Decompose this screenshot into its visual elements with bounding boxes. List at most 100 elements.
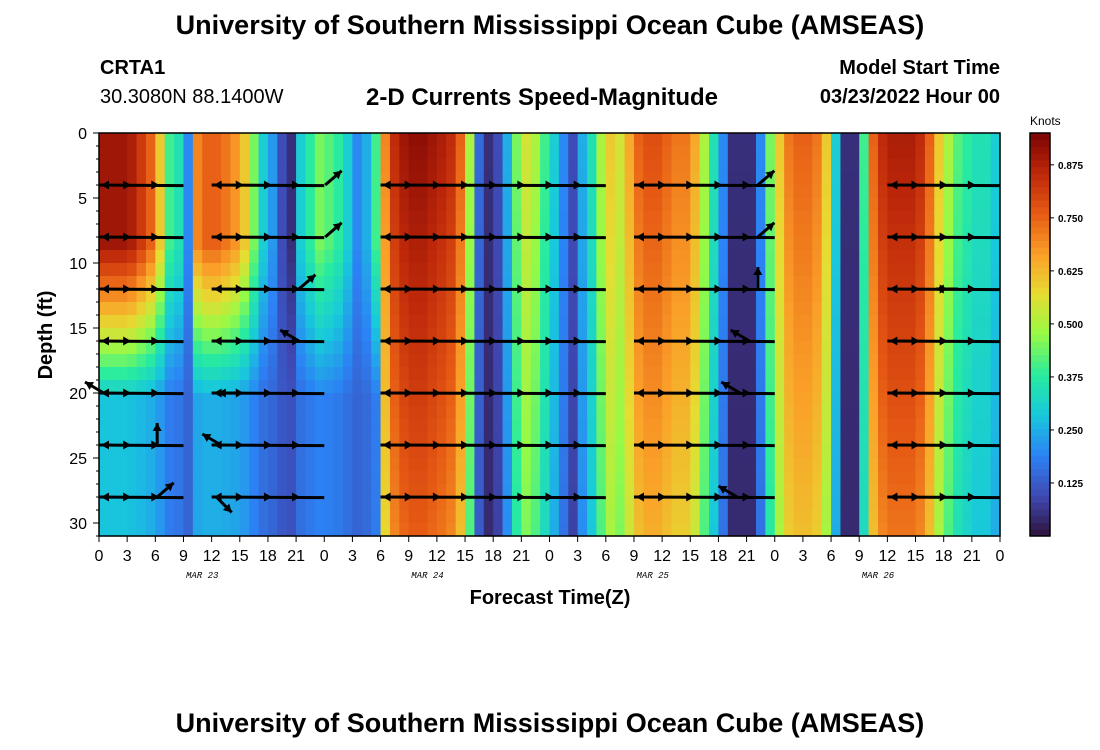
heatmap-cell <box>155 250 166 264</box>
heatmap-cell <box>155 172 166 186</box>
heatmap-cell <box>249 224 260 238</box>
heatmap-cell <box>934 328 945 342</box>
heatmap-cell <box>371 341 382 355</box>
heatmap-cell <box>859 146 870 160</box>
heatmap-cell <box>305 458 316 472</box>
heatmap-cell <box>230 419 241 433</box>
x-tick-label: 12 <box>428 548 446 565</box>
heatmap-cell <box>352 406 363 420</box>
heatmap-cell <box>643 419 654 433</box>
heatmap-cell <box>446 250 457 264</box>
x-tick-label: 18 <box>484 548 502 565</box>
heatmap-cell <box>239 458 250 472</box>
heatmap-cell <box>258 315 269 329</box>
heatmap-cell <box>680 302 691 316</box>
vector-arrowhead <box>545 180 554 190</box>
heatmap-cell <box>971 185 982 199</box>
heatmap-cell <box>662 458 673 472</box>
heatmap-cell <box>840 393 851 407</box>
heatmap-cell <box>446 458 457 472</box>
heatmap-cell <box>305 198 316 212</box>
heatmap-cell <box>746 432 757 446</box>
heatmap-cell <box>774 471 785 485</box>
heatmap-cell <box>155 159 166 173</box>
heatmap-cell <box>408 458 419 472</box>
heatmap-cell <box>202 341 213 355</box>
heatmap-cell <box>549 380 560 394</box>
heatmap-cell <box>267 315 278 329</box>
heatmap-cell <box>568 211 579 225</box>
heatmap-cell <box>389 419 400 433</box>
heatmap-cell <box>624 523 635 537</box>
heatmap-cell <box>962 133 973 147</box>
heatmap-cell <box>174 237 185 251</box>
heatmap-cell <box>258 432 269 446</box>
heatmap-cell <box>192 380 203 394</box>
heatmap-cell <box>990 146 1001 160</box>
heatmap-cell <box>709 497 720 511</box>
heatmap-cell <box>652 367 663 381</box>
heatmap-cell <box>521 510 532 524</box>
heatmap-cell <box>793 458 804 472</box>
heatmap-cell <box>709 328 720 342</box>
heatmap-cell <box>258 159 269 173</box>
heatmap-cell <box>380 185 391 199</box>
heatmap-cell <box>821 419 832 433</box>
heatmap-cell <box>343 185 354 199</box>
heatmap-cell <box>652 315 663 329</box>
heatmap-cell <box>981 523 992 537</box>
heatmap-cell <box>568 328 579 342</box>
x-date-label: MAR 24 <box>411 571 443 581</box>
heatmap-cell <box>662 263 673 277</box>
heatmap-cell <box>239 510 250 524</box>
heatmap-cell <box>474 484 485 498</box>
heatmap-cell <box>558 328 569 342</box>
heatmap-cell <box>624 484 635 498</box>
heatmap-cell <box>821 458 832 472</box>
heatmap-cell <box>521 328 532 342</box>
heatmap-cell <box>258 510 269 524</box>
vector-arrowhead <box>939 336 948 346</box>
model-start-value: 03/23/2022 Hour 00 <box>819 86 1000 108</box>
heatmap-cell <box>99 289 109 303</box>
heatmap-cell <box>99 458 109 472</box>
heatmap-cell <box>877 250 888 264</box>
heatmap-cell <box>314 211 325 225</box>
heatmap-cell <box>943 276 954 290</box>
x-axis: 0 3 6 9 12 15 18 21 0 3 6 9 12 15 18 21 0 3 6 9 12 15 18 21 0 3 6 9… <box>95 536 1005 581</box>
heatmap-cell <box>615 263 626 277</box>
heatmap-cell <box>906 510 917 524</box>
heatmap-cell <box>615 198 626 212</box>
heatmap-cell <box>455 172 466 186</box>
vector-arrowhead <box>967 440 976 450</box>
heatmap-cell <box>896 367 907 381</box>
heatmap-cell <box>117 302 128 316</box>
heatmap-cell <box>108 406 119 420</box>
heatmap-cell <box>699 354 710 368</box>
heatmap-cell <box>399 185 410 199</box>
heatmap-cell <box>690 172 701 186</box>
heatmap-cell <box>258 172 269 186</box>
heatmap-cell <box>755 276 766 290</box>
heatmap-cell <box>877 367 888 381</box>
heatmap-cell <box>239 367 250 381</box>
heatmap-cell <box>615 328 626 342</box>
heatmap-cell <box>981 393 992 407</box>
heatmap-cell <box>427 198 438 212</box>
heatmap-cell <box>230 380 241 394</box>
heatmap-cell <box>896 523 907 537</box>
heatmap-cell <box>249 471 260 485</box>
heatmap-cell <box>371 159 382 173</box>
heatmap-cell <box>821 250 832 264</box>
heatmap-cell <box>324 458 335 472</box>
heatmap-cell <box>812 185 823 199</box>
heatmap-cell <box>530 458 541 472</box>
heatmap-cell <box>755 133 766 147</box>
heatmap-cell <box>399 393 410 407</box>
heatmap-cell <box>380 198 391 212</box>
heatmap-cell <box>389 250 400 264</box>
heatmap-cell <box>896 354 907 368</box>
vector-arrowhead <box>967 284 976 294</box>
heatmap-cell <box>521 445 532 459</box>
heatmap-cell <box>943 133 954 147</box>
